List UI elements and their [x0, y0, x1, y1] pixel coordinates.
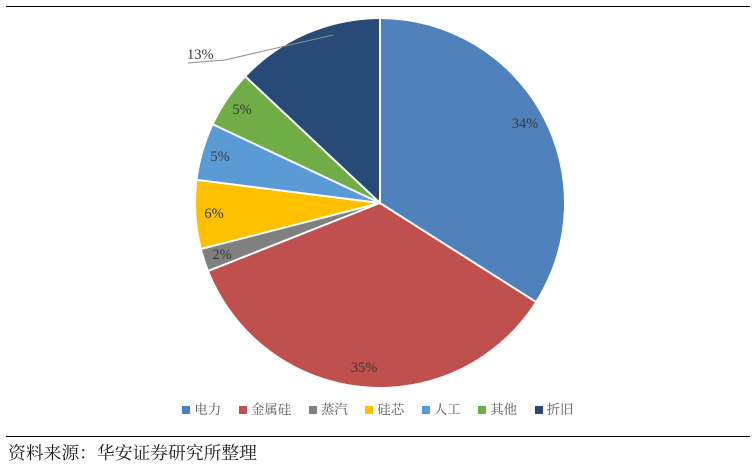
svg-text:2%: 2% — [212, 247, 231, 263]
svg-text:6%: 6% — [204, 206, 223, 222]
svg-text:5%: 5% — [210, 149, 229, 165]
svg-text:35%: 35% — [351, 360, 378, 376]
svg-text:34%: 34% — [512, 116, 539, 132]
svg-text:13%: 13% — [187, 47, 214, 63]
svg-text:5%: 5% — [232, 102, 251, 118]
